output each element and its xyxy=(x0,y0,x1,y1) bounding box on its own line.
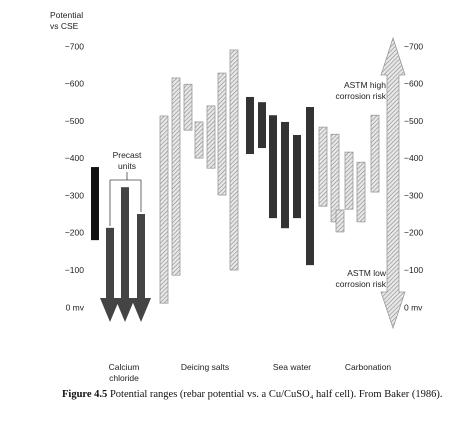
range-bar xyxy=(370,114,380,193)
category-label: Deicing salts xyxy=(180,362,230,372)
range-bar xyxy=(121,187,129,300)
y-tick-label: −100 xyxy=(65,265,84,275)
range-bar xyxy=(281,121,289,229)
y-tick-label-right: −100 xyxy=(404,265,423,275)
range-bar xyxy=(246,96,254,155)
range-bar xyxy=(91,167,99,241)
range-bar xyxy=(229,49,239,271)
risk-arrow xyxy=(380,36,406,330)
y-tick-label-right: −500 xyxy=(404,116,423,126)
y-tick-label-right: 0 mv xyxy=(404,302,423,312)
annotation: Precast units xyxy=(112,150,142,171)
y-tick-label: 0 mv xyxy=(66,302,85,312)
caption: Figure 4.5 Potential ranges (rebar poten… xyxy=(62,389,447,401)
range-bar xyxy=(330,133,340,223)
y-tick-label: −700 xyxy=(65,41,84,51)
y-tick-label-right: −200 xyxy=(404,228,423,238)
y-tick-label: −400 xyxy=(65,153,84,163)
arrow-head xyxy=(131,298,151,322)
range-bar xyxy=(269,115,277,219)
y-tick-label: −300 xyxy=(65,190,84,200)
caption-label: Figure 4.5 xyxy=(62,389,108,400)
range-bar xyxy=(206,105,216,169)
range-bar xyxy=(183,83,193,131)
category-label: Sea water xyxy=(272,362,312,372)
range-bar xyxy=(159,115,169,304)
range-bar xyxy=(318,126,328,207)
range-bar xyxy=(258,102,266,149)
range-bar xyxy=(356,161,366,223)
category-label: Calcium chloride xyxy=(108,362,140,383)
precast-bracket xyxy=(109,172,142,226)
range-bar xyxy=(217,72,227,196)
category-label: Carbonation xyxy=(344,362,392,372)
range-bar xyxy=(106,227,114,300)
y-tick-label: −200 xyxy=(65,228,84,238)
y-tick-label-right: −400 xyxy=(404,153,423,163)
range-bar xyxy=(335,209,345,233)
range-bar xyxy=(306,107,314,266)
y-tick-label-right: −600 xyxy=(404,79,423,89)
range-bar xyxy=(293,134,301,219)
y-tick-label: −600 xyxy=(65,79,84,89)
annotation: ASTM high corrosion risk xyxy=(335,80,386,101)
range-bar xyxy=(137,214,145,300)
caption-text: Potential ranges (rebar potential vs. a … xyxy=(109,389,443,400)
range-bar xyxy=(171,77,181,276)
range-bar xyxy=(194,121,204,159)
y-axis-title: Potential vs CSE xyxy=(50,10,84,31)
range-bar xyxy=(344,151,354,210)
y-tick-label: −500 xyxy=(65,116,84,126)
arrow-head xyxy=(100,298,120,322)
y-tick-label-right: −700 xyxy=(404,41,423,51)
arrow-head xyxy=(115,298,135,322)
y-tick-label-right: −300 xyxy=(404,190,423,200)
annotation: ASTM low corrosion risk xyxy=(335,268,386,289)
